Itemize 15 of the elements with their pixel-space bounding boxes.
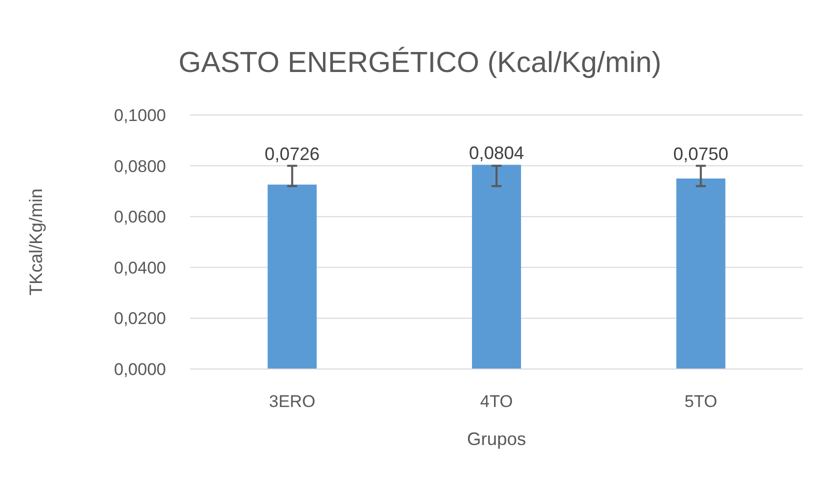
y-tick-label: 0,0800 — [114, 156, 166, 176]
data-label: 0,0750 — [673, 144, 728, 164]
x-tick-label: 4TO — [480, 392, 513, 411]
y-tick-label: 0,1000 — [114, 106, 166, 125]
y-tick-label: 0,0400 — [114, 258, 166, 278]
data-label: 0,0804 — [468, 142, 524, 163]
x-tick-label: 3ERO — [269, 392, 316, 411]
chart-title: GASTO ENERGÉTICO (Kcal/Kg/min) — [178, 46, 662, 79]
data-label: 0,0726 — [264, 144, 320, 164]
y-tick-label: 0,0200 — [114, 309, 166, 328]
y-tick-label: 0,0000 — [114, 360, 166, 379]
y-axis-title: TKcal/Kg/min — [26, 188, 46, 296]
x-tick-label: 5TO — [684, 392, 718, 411]
x-axis-title: Grupos — [466, 429, 526, 449]
y-tick-label: 0,0600 — [114, 208, 166, 227]
